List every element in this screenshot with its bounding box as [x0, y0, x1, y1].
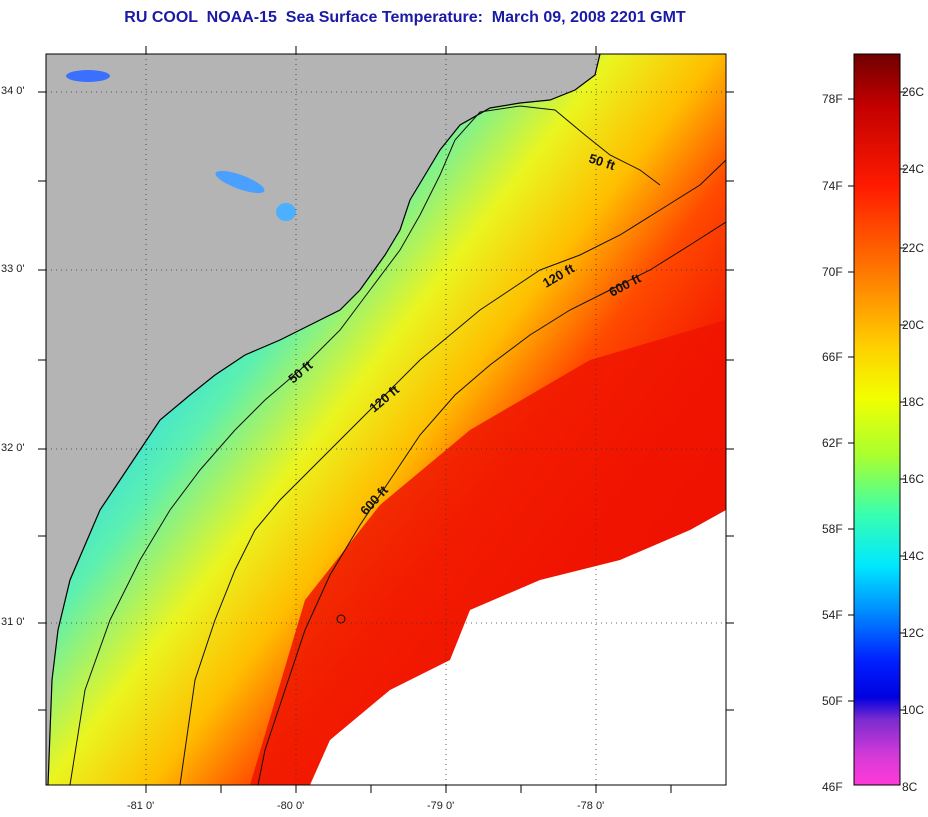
lat-label: 32 0'	[1, 442, 25, 454]
depth-contour-120ft	[179, 159, 726, 785]
lon-label: -78 0'	[577, 800, 605, 812]
lon-label: -80 0'	[277, 800, 305, 812]
lon-label: -81 0'	[127, 800, 155, 812]
lat-label: 31 0'	[1, 616, 25, 628]
colorbar-label-f: 66F	[822, 350, 843, 364]
land-area	[46, 54, 600, 785]
colorbar-label-c: 14C	[902, 549, 925, 563]
colorbar-label-c: 18C	[902, 395, 925, 409]
colorbar-label-f: 58F	[822, 522, 843, 536]
depth-contour-600ft	[257, 221, 726, 785]
lon-label: -79 0'	[427, 800, 455, 812]
graticule	[46, 54, 726, 785]
inland-lake	[66, 70, 110, 82]
colorbar-label-c: 16C	[902, 472, 925, 486]
map-title: RU COOL NOAA-15 Sea Surface Temperature:…	[124, 9, 686, 26]
cloud-cover-area	[310, 510, 726, 785]
colorbar-label-c: 20C	[902, 318, 925, 332]
map-frame	[45, 53, 727, 786]
inland-lake	[276, 203, 296, 221]
colorbar-label-f: 74F	[822, 179, 843, 193]
coastline	[47, 54, 601, 785]
colorbar-label-f: 50F	[822, 694, 843, 708]
colorbar-label-c: 12C	[902, 626, 925, 640]
colorbar-label-f: 46F	[822, 780, 843, 794]
colorbar-label-c: 10C	[902, 703, 925, 717]
axis-ticks	[38, 46, 734, 793]
colorbar-label-f: 78F	[822, 92, 843, 106]
colorbar	[853, 53, 901, 786]
lat-label: 34 0'	[1, 85, 25, 97]
colorbar-label-f: 62F	[822, 436, 843, 450]
colorbar-label-c: 8C	[902, 780, 918, 794]
lat-label: 33 0'	[1, 263, 25, 275]
colorbar-ticks	[848, 91, 906, 711]
depth-contour-50ft	[69, 105, 661, 785]
colorbar-label-c: 22C	[902, 241, 925, 255]
colorbar-label-f: 70F	[822, 265, 843, 279]
colorbar-label-c: 26C	[902, 85, 925, 99]
colorbar-label-c: 24C	[902, 162, 925, 176]
inland-lake	[215, 170, 265, 194]
colorbar-label-f: 54F	[822, 608, 843, 622]
